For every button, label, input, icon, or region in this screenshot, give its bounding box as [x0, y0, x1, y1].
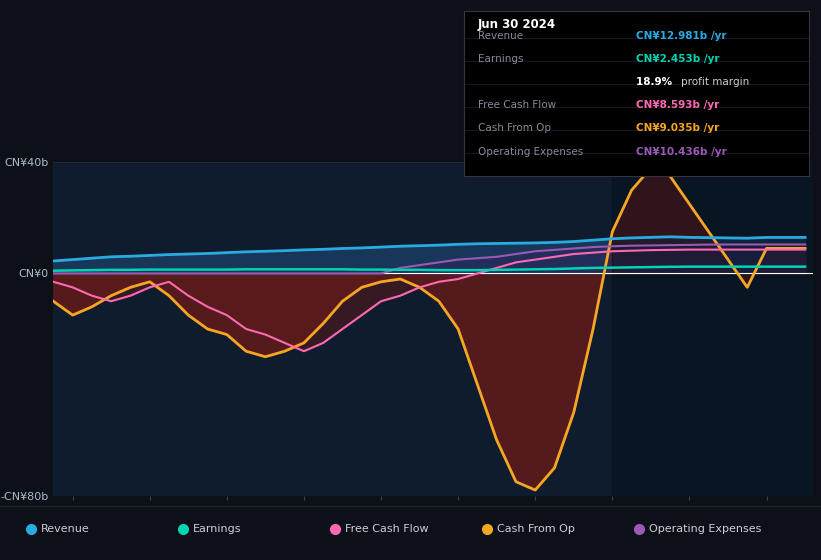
Text: CN¥9.035b /yr: CN¥9.035b /yr [636, 123, 719, 133]
Text: 18.9%: 18.9% [636, 77, 676, 87]
Text: Earnings: Earnings [193, 524, 241, 534]
Text: Operating Expenses: Operating Expenses [478, 147, 583, 157]
Text: CN¥12.981b /yr: CN¥12.981b /yr [636, 31, 727, 41]
Text: Revenue: Revenue [41, 524, 89, 534]
Text: profit margin: profit margin [681, 77, 750, 87]
Text: Free Cash Flow: Free Cash Flow [478, 100, 556, 110]
Text: CN¥2.453b /yr: CN¥2.453b /yr [636, 54, 720, 64]
Text: Revenue: Revenue [478, 31, 523, 41]
Text: Free Cash Flow: Free Cash Flow [345, 524, 429, 534]
Text: CN¥8.593b /yr: CN¥8.593b /yr [636, 100, 719, 110]
Bar [612, 162, 821, 496]
Text: Cash From Op: Cash From Op [497, 524, 575, 534]
Text: Earnings: Earnings [478, 54, 523, 64]
Text: Cash From Op: Cash From Op [478, 123, 551, 133]
Text: Jun 30 2024: Jun 30 2024 [478, 18, 556, 31]
Text: CN¥10.436b /yr: CN¥10.436b /yr [636, 147, 727, 157]
Text: Operating Expenses: Operating Expenses [649, 524, 761, 534]
